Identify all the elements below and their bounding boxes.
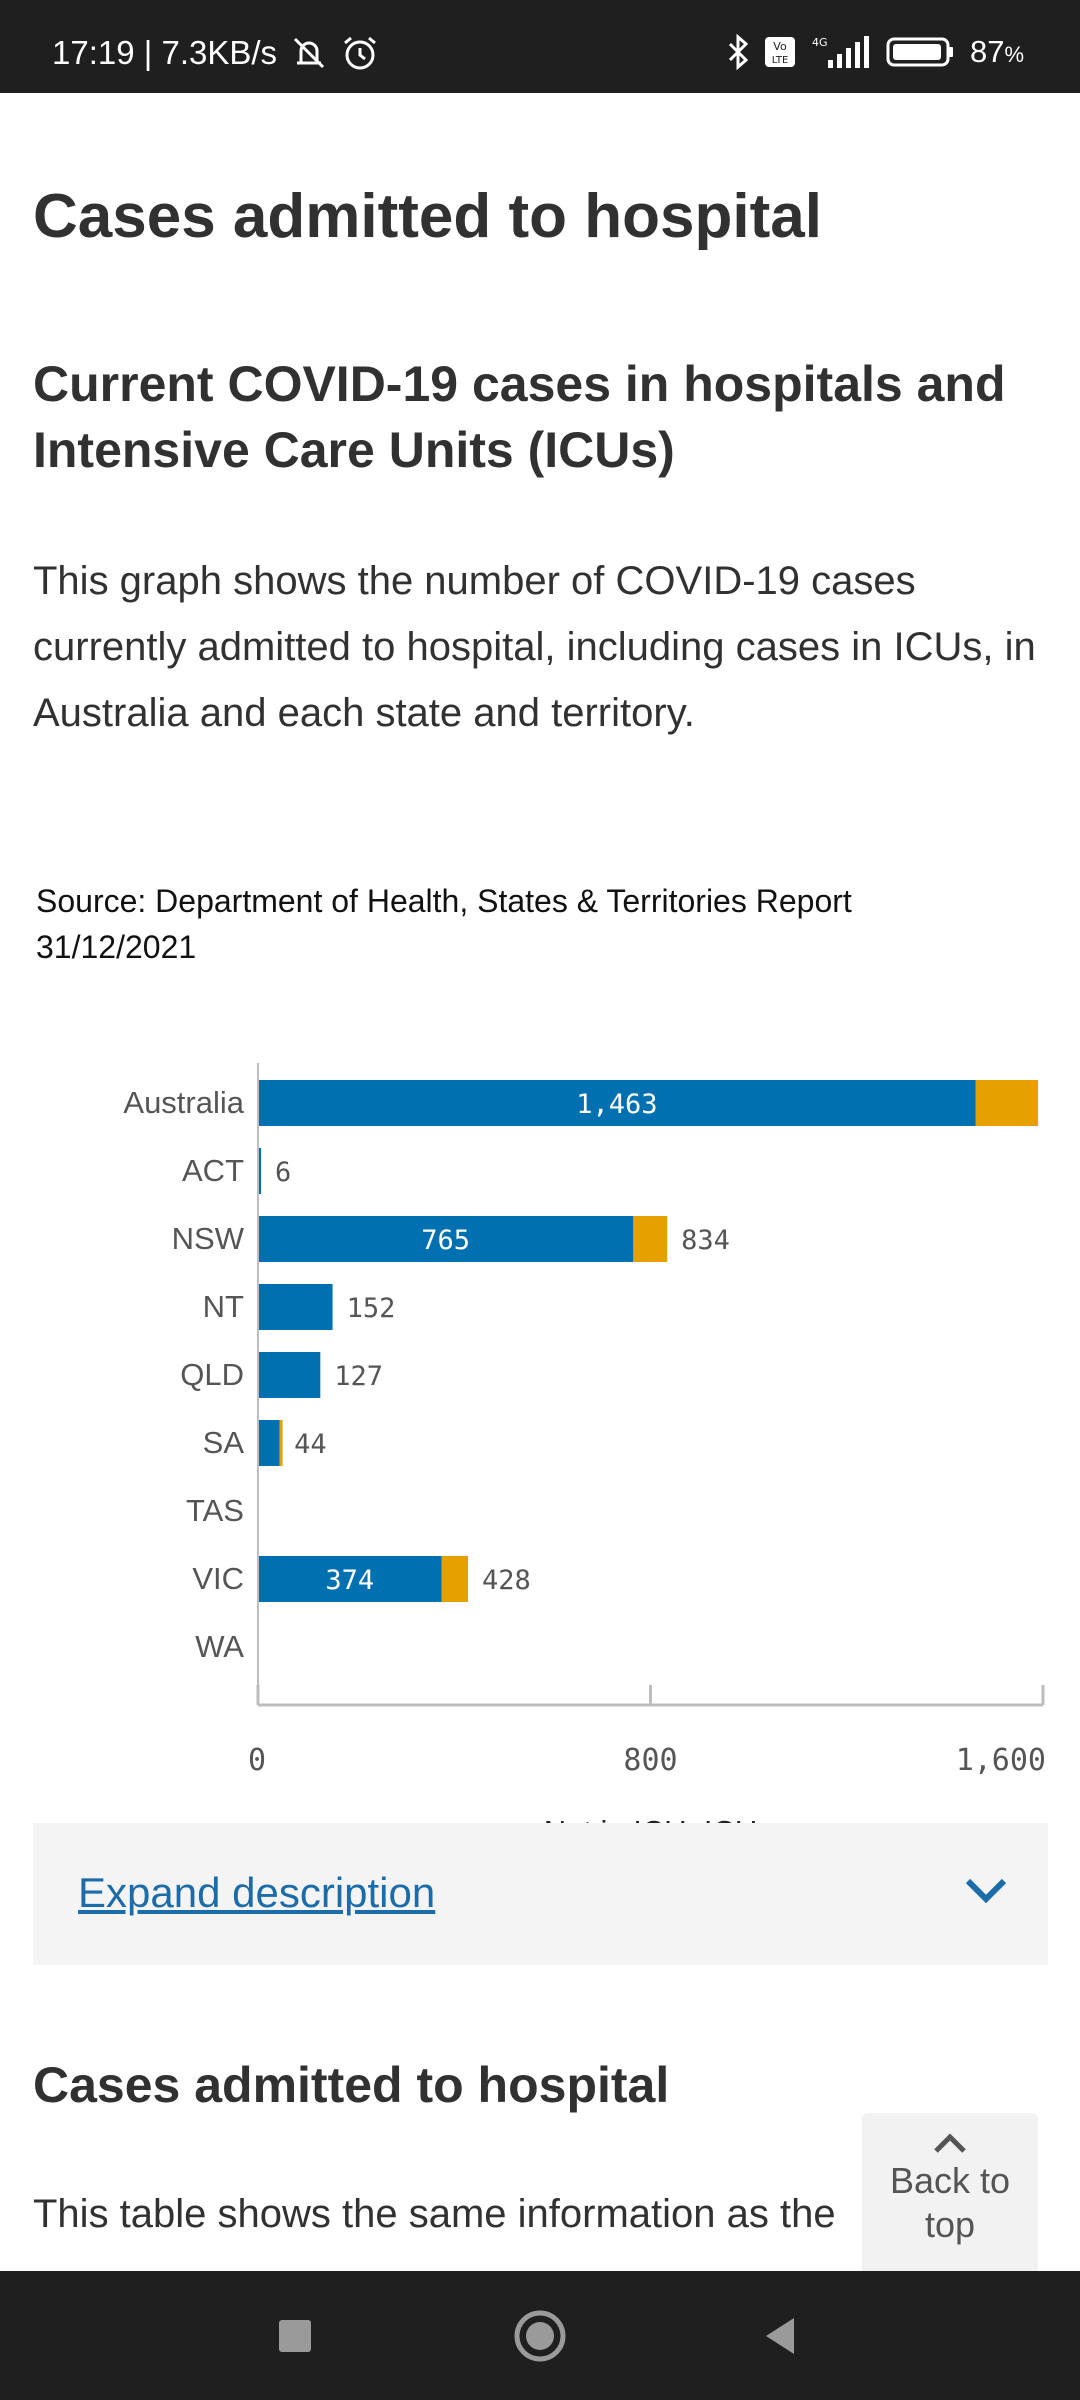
x-tick-label: 800 xyxy=(623,1743,677,1778)
triangle-back-icon xyxy=(766,2317,794,2354)
navigation-bar xyxy=(0,2271,1080,2400)
svg-text:LTE: LTE xyxy=(772,55,789,66)
bar-segment xyxy=(441,1556,468,1602)
back-to-top-label: Back to top xyxy=(889,2160,1011,2245)
bar-total-label: 428 xyxy=(482,1565,531,1596)
back-to-top-button[interactable]: Back to top xyxy=(862,2113,1038,2271)
status-right: Vo LTE 4G 87% xyxy=(726,34,1024,70)
category-label: WA xyxy=(195,1629,244,1664)
bar-segment xyxy=(258,1352,321,1398)
x-tick-label: 0 xyxy=(248,1743,266,1778)
bar-total-label: 152 xyxy=(347,1293,396,1324)
bar-total-label: 127 xyxy=(334,1361,383,1392)
mute-icon xyxy=(289,35,329,71)
chart-svg: Australia 1,463 ACT 6 NSW 765 834 NT 152 QLD 127 SA… xyxy=(123,1063,1046,1849)
expand-description-link[interactable]: Expand description xyxy=(78,1869,436,1916)
section-title: Cases admitted to hospital xyxy=(33,2057,670,2113)
volte-icon: Vo LTE xyxy=(764,36,796,68)
hospital-cases-chart: Australia 1,463 ACT 6 NSW 765 834 NT 152 QLD 127 SA… xyxy=(0,973,1080,1873)
bar-value-label: 374 xyxy=(325,1565,374,1596)
recents-button[interactable] xyxy=(250,2271,340,2400)
signal-icon: 4G xyxy=(810,34,872,70)
page-title: Cases admitted to hospital xyxy=(33,182,822,251)
intro-text: This graph shows the number of COVID-19 … xyxy=(33,559,1036,735)
bar-segment xyxy=(258,1284,333,1330)
category-label: VIC xyxy=(192,1561,244,1596)
bar-segment xyxy=(258,1420,280,1466)
home-button[interactable] xyxy=(495,2271,585,2400)
bar-segment xyxy=(258,1080,976,1126)
chart-heading: Current COVID-19 cases in hospitals and … xyxy=(33,356,1006,478)
bar-total-label: 834 xyxy=(681,1225,730,1256)
bluetooth-icon xyxy=(726,34,750,70)
circle-icon xyxy=(514,2310,566,2361)
battery-icon xyxy=(886,35,956,69)
category-label: QLD xyxy=(180,1357,244,1392)
category-label: ACT xyxy=(182,1153,244,1188)
expand-description[interactable]: Expand description xyxy=(33,1823,1048,1965)
status-left: 17:19 | 7.3KB/s xyxy=(52,34,379,72)
bar-total-label: 44 xyxy=(294,1429,327,1460)
bar-segment xyxy=(258,1556,442,1602)
x-tick-label: 1,600 xyxy=(956,1743,1046,1778)
bar-segment xyxy=(258,1216,634,1262)
category-label: NT xyxy=(203,1289,244,1324)
bar-total-label: 6 xyxy=(275,1157,291,1188)
chart-source: Source: Department of Health, States & T… xyxy=(36,883,852,965)
status-bar: 17:19 | 7.3KB/s Vo LTE 4G 87% xyxy=(0,0,1080,93)
bar-segment xyxy=(975,1080,1039,1126)
alarm-icon xyxy=(341,35,379,71)
chevron-down-icon[interactable] xyxy=(964,1875,1008,1910)
back-button[interactable] xyxy=(735,2271,825,2400)
category-label: SA xyxy=(203,1425,245,1460)
svg-text:4G: 4G xyxy=(812,36,828,49)
bar-value-label: 765 xyxy=(421,1225,470,1256)
square-icon xyxy=(279,2319,311,2352)
page-content: Cases admitted to hospital Current COVID… xyxy=(0,93,1080,2271)
section-text: This table shows the same information as… xyxy=(33,2192,836,2236)
bar-segment xyxy=(633,1216,668,1262)
category-label: NSW xyxy=(172,1221,245,1256)
category-label: TAS xyxy=(186,1493,244,1528)
category-label: Australia xyxy=(123,1085,244,1120)
bar-value-label: 1,463 xyxy=(576,1089,657,1120)
svg-text:Vo: Vo xyxy=(773,40,787,53)
status-time-speed: 17:19 | 7.3KB/s xyxy=(52,34,278,71)
bar-segment xyxy=(258,1148,261,1194)
chevron-up-icon xyxy=(934,2133,966,2153)
bar-segment xyxy=(279,1420,283,1466)
battery-level: 87% xyxy=(969,34,1024,69)
